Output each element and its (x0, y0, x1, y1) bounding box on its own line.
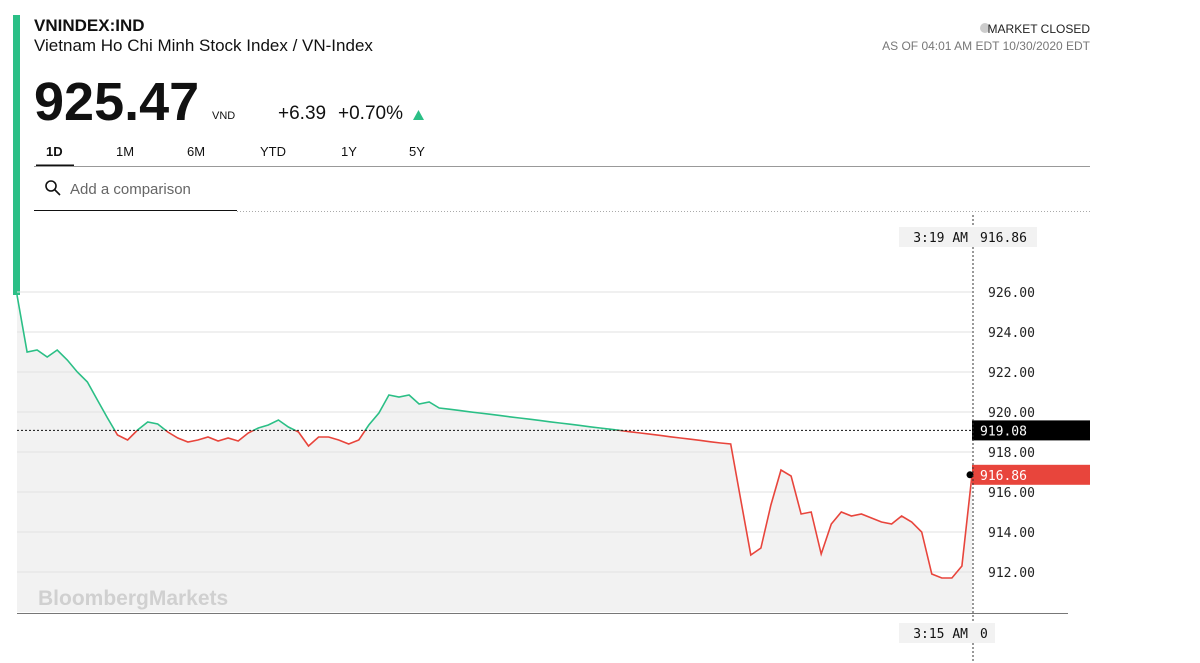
y-tick-label: 914.00 (988, 526, 1035, 541)
tab[interactable]: 6M (187, 144, 205, 159)
tab[interactable]: 1Y (341, 144, 357, 159)
tab[interactable]: 1D (46, 144, 63, 159)
change: +6.39 (278, 103, 326, 124)
search-input[interactable]: Add a comparison (70, 181, 191, 198)
area (17, 295, 972, 612)
last-box (972, 464, 1090, 485)
tabs: 1D 1M 6M YTD 1Y 5Y (36, 144, 425, 167)
tab[interactable]: 5Y (409, 144, 425, 159)
price: 925.47 (34, 72, 199, 132)
tab[interactable]: 1M (116, 144, 134, 159)
crosshair-value: 916.86 (980, 231, 1027, 246)
last-label: 916.86 (980, 469, 1027, 484)
y-tick-label: 912.00 (988, 566, 1035, 581)
chart: 912.00 914.00 916.00 918.00 920.00 922.00 924.… (16, 215, 1090, 663)
search-icon-handle (54, 189, 61, 196)
crosshair-value: 0 (980, 627, 988, 642)
price-line (16, 294, 973, 579)
y-tick-label: 916.00 (988, 486, 1035, 501)
last-point (966, 471, 974, 479)
index-name: Vietnam Ho Chi Minh Stock Index / VN-Ind… (34, 36, 373, 55)
up-arrow (413, 110, 424, 120)
currency: VND (212, 110, 235, 122)
change-pct: +0.70% (338, 103, 403, 124)
accent-bar (13, 15, 20, 295)
crosshair-box (899, 227, 1037, 247)
crosshair-box (899, 623, 995, 643)
y-tick-label: 918.00 (988, 446, 1035, 461)
as-of: AS OF 04:01 AM EDT 10/30/2020 EDT (882, 39, 1091, 53)
baseline-label: 919.08 (980, 424, 1027, 439)
status-dot (980, 23, 990, 33)
market-status: MARKET CLOSED (988, 22, 1091, 36)
y-tick-label: 922.00 (988, 366, 1035, 381)
y-tick-label: 924.00 (988, 326, 1035, 341)
baseline-box (972, 420, 1090, 441)
crosshair-time: 3:19 AM (913, 231, 968, 246)
tab[interactable]: YTD (260, 144, 286, 159)
y-tick-label: 926.00 (988, 286, 1035, 301)
watermark: BloombergMarkets (38, 587, 228, 610)
y-tick-label: 920.00 (988, 406, 1035, 421)
search-icon (45, 180, 57, 192)
symbol: VNINDEX:IND (34, 16, 145, 35)
crosshair-time: 3:15 AM (913, 627, 968, 642)
